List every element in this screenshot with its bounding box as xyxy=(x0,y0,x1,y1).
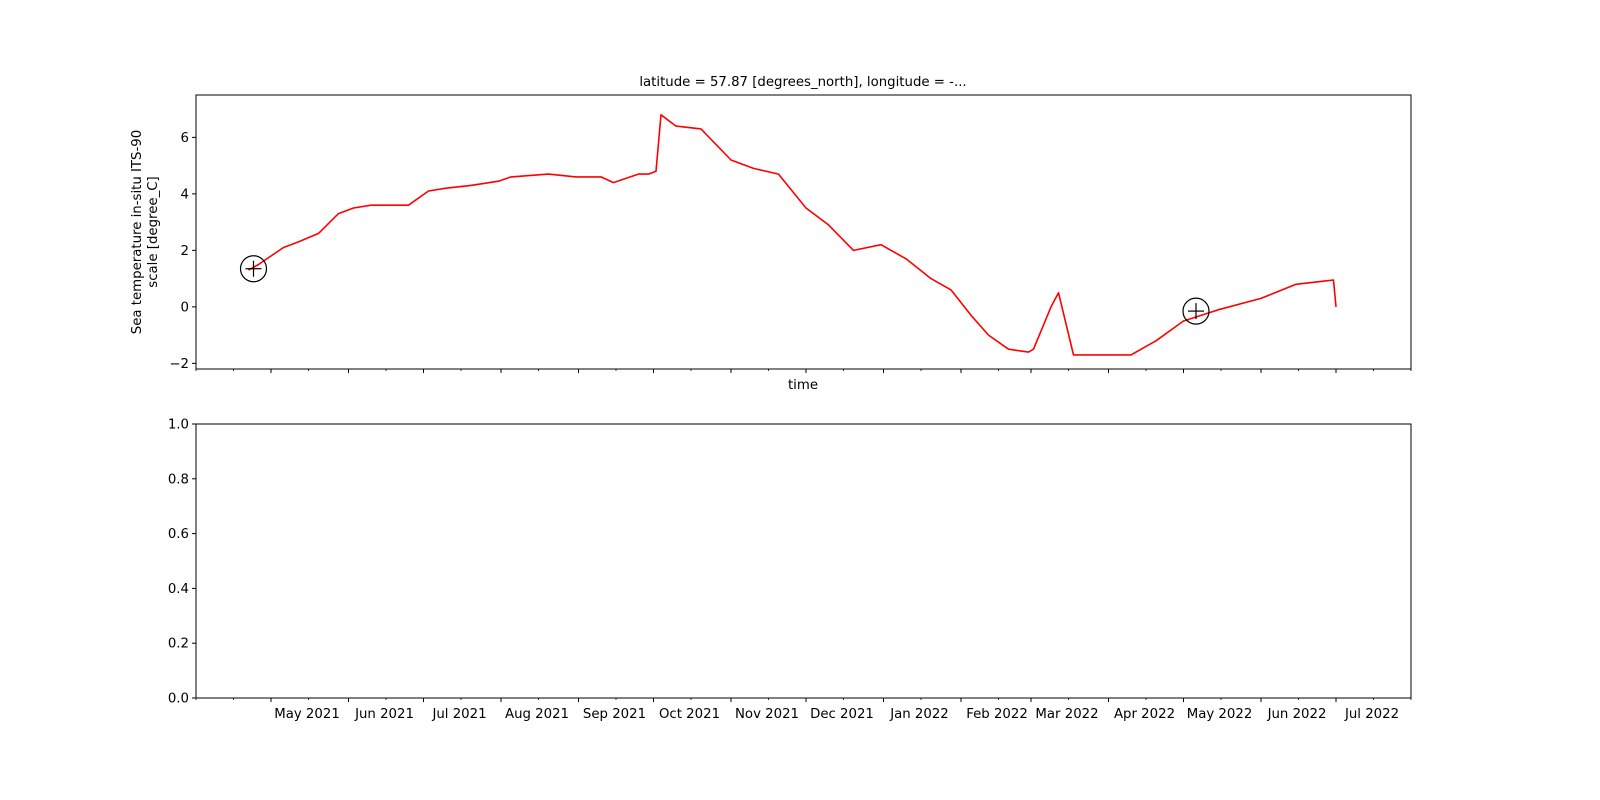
axes-frame-bottom xyxy=(195,423,1412,699)
y-tick-label-top: −2 xyxy=(169,357,189,372)
x-tick-label: Mar 2022 xyxy=(1035,707,1098,722)
y-axis-label-line1: Sea temperature in-situ ITS-90 xyxy=(130,130,145,334)
temperature-axes: latitude = 57.87 [degrees_north], longit… xyxy=(130,75,1412,393)
x-tick-label: Feb 2022 xyxy=(966,707,1028,722)
y-tick-label-top: 2 xyxy=(181,244,189,259)
y-ticks-top: −2 0 2 4 6 xyxy=(169,131,196,372)
x-tick-label: Nov 2021 xyxy=(735,707,799,722)
chart-title: latitude = 57.87 [degrees_north], longit… xyxy=(639,75,966,90)
x-ticks-bottom: May 2021 Jun 2021 Jul 2021 Aug 2021 Sep 2021… xyxy=(195,698,1412,722)
x-tick-label: Sep 2021 xyxy=(583,707,646,722)
y-tick-label-bottom: 0.8 xyxy=(168,472,189,487)
y-tick-label-top: 0 xyxy=(181,300,189,315)
y-tick-label-bottom: 0.6 xyxy=(168,527,189,542)
x-tick-label: Jul 2022 xyxy=(1344,707,1399,722)
x-axis-label: time xyxy=(788,378,818,393)
y-ticks-bottom: 0.0 0.2 0.4 0.6 0.8 1.0 xyxy=(168,418,196,707)
marker-circle xyxy=(1182,297,1210,325)
y-tick-label-bottom: 1.0 xyxy=(168,418,189,433)
temperature-line xyxy=(248,114,1337,356)
y-tick-label-top: 4 xyxy=(181,187,189,202)
temperature-series xyxy=(248,114,1337,356)
x-ticks-top xyxy=(195,369,1412,373)
x-tick-label: Jan 2022 xyxy=(889,707,949,722)
y-tick-label-bottom: 0.2 xyxy=(168,637,189,652)
x-tick-label: Jun 2021 xyxy=(354,707,414,722)
y-tick-label-bottom: 0.0 xyxy=(168,692,189,707)
y-tick-label-bottom: 0.4 xyxy=(168,582,189,597)
x-tick-label: May 2022 xyxy=(1187,707,1253,722)
x-tick-label: Jul 2021 xyxy=(431,707,486,722)
x-tick-label: May 2021 xyxy=(274,707,340,722)
x-tick-label: Oct 2021 xyxy=(659,707,720,722)
x-tick-label: Aug 2021 xyxy=(505,707,569,722)
endpoint-markers xyxy=(239,255,1210,325)
axes-frame-top xyxy=(195,94,1412,370)
x-tick-label: Jun 2022 xyxy=(1267,707,1327,722)
x-tick-label: Apr 2022 xyxy=(1114,707,1175,722)
marker-circle xyxy=(239,255,268,283)
x-tick-label: Dec 2021 xyxy=(810,707,874,722)
y-tick-label-top: 6 xyxy=(181,131,189,146)
empty-axes: 0.0 0.2 0.4 0.6 0.8 1.0 May 2021 Jun 2021 Jul 2… xyxy=(168,418,1412,722)
y-axis-label-line2: scale [degree_C] xyxy=(146,176,161,287)
